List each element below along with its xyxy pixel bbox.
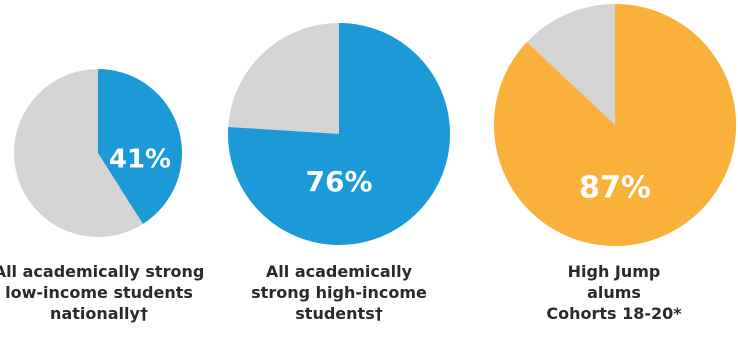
- pie-value-slice: [493, 4, 736, 246]
- pie-caption-high-income: All academically strong high-income stud…: [224, 261, 454, 324]
- pie-caption-low-income: All academically strong low-income stude…: [0, 261, 214, 324]
- caption-line: High Jump: [567, 262, 661, 281]
- caption-line: students†: [295, 304, 383, 323]
- caption-line: alums: [587, 283, 641, 302]
- caption-line: Cohorts 18-20*: [546, 304, 682, 323]
- caption-line: strong high-income: [251, 283, 427, 302]
- pie-percent-label: 87%: [579, 171, 651, 206]
- pie-high-income: 76%: [228, 23, 451, 245]
- pie-percent-label: 41%: [109, 145, 171, 175]
- pie-caption-high-jump: High Jump alums Cohorts 18-20*: [499, 261, 729, 324]
- caption-line: low-income students: [5, 283, 193, 302]
- caption-line: nationally†: [50, 304, 148, 323]
- pie-value-slice: [98, 69, 182, 224]
- pie-high-jump: 87%: [493, 4, 736, 246]
- caption-line: All academically: [265, 262, 413, 281]
- pie-value-slice: [228, 23, 451, 245]
- pie-percent-label: 76%: [305, 165, 372, 198]
- caption-line: All academically strong: [0, 262, 205, 281]
- pie-low-income: 41%: [14, 69, 182, 237]
